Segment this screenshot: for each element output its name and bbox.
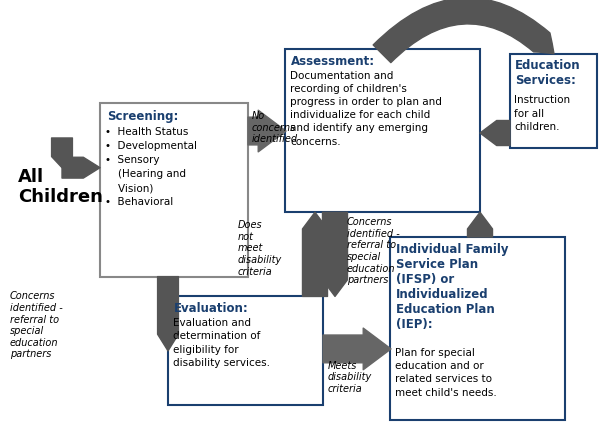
FancyBboxPatch shape [168, 296, 323, 405]
Text: Evaluation:: Evaluation: [174, 303, 249, 315]
Text: Evaluation and
determination of
eligibility for
disability services.: Evaluation and determination of eligibil… [173, 318, 270, 368]
Text: Documentation and
recording of children's
progress in order to plan and
individu: Documentation and recording of children'… [290, 70, 442, 147]
Text: No
concerns
identified: No concerns identified [252, 111, 298, 144]
Text: Plan for special
education and or
related services to
meet child's needs.: Plan for special education and or relate… [395, 348, 497, 397]
FancyBboxPatch shape [390, 237, 565, 420]
Text: All
Children: All Children [18, 168, 103, 206]
Text: Instruction
for all
children.: Instruction for all children. [514, 95, 570, 132]
Text: Education
Services:: Education Services: [515, 59, 581, 87]
FancyBboxPatch shape [510, 54, 597, 148]
Text: Assessment:: Assessment: [291, 55, 375, 68]
Text: Does
not
meet
disability
criteria: Does not meet disability criteria [238, 220, 282, 276]
Text: Meets
disability
criteria: Meets disability criteria [328, 361, 372, 394]
Text: Individual Family
Service Plan
(IFSP) or
Individualized
Education Plan
(IEP):: Individual Family Service Plan (IFSP) or… [396, 243, 509, 331]
Text: Concerns
identified -
referral to
special
education
partners: Concerns identified - referral to specia… [347, 217, 400, 285]
FancyBboxPatch shape [100, 103, 248, 276]
Text: Concerns
identified -
referral to
special
education
partners: Concerns identified - referral to specia… [10, 291, 63, 359]
FancyBboxPatch shape [285, 49, 480, 212]
Text: •  Health Status
•  Developmental
•  Sensory
    (Hearing and
    Vision)
•  Beh: • Health Status • Developmental • Sensor… [105, 127, 197, 207]
Text: Screening:: Screening: [107, 110, 178, 123]
